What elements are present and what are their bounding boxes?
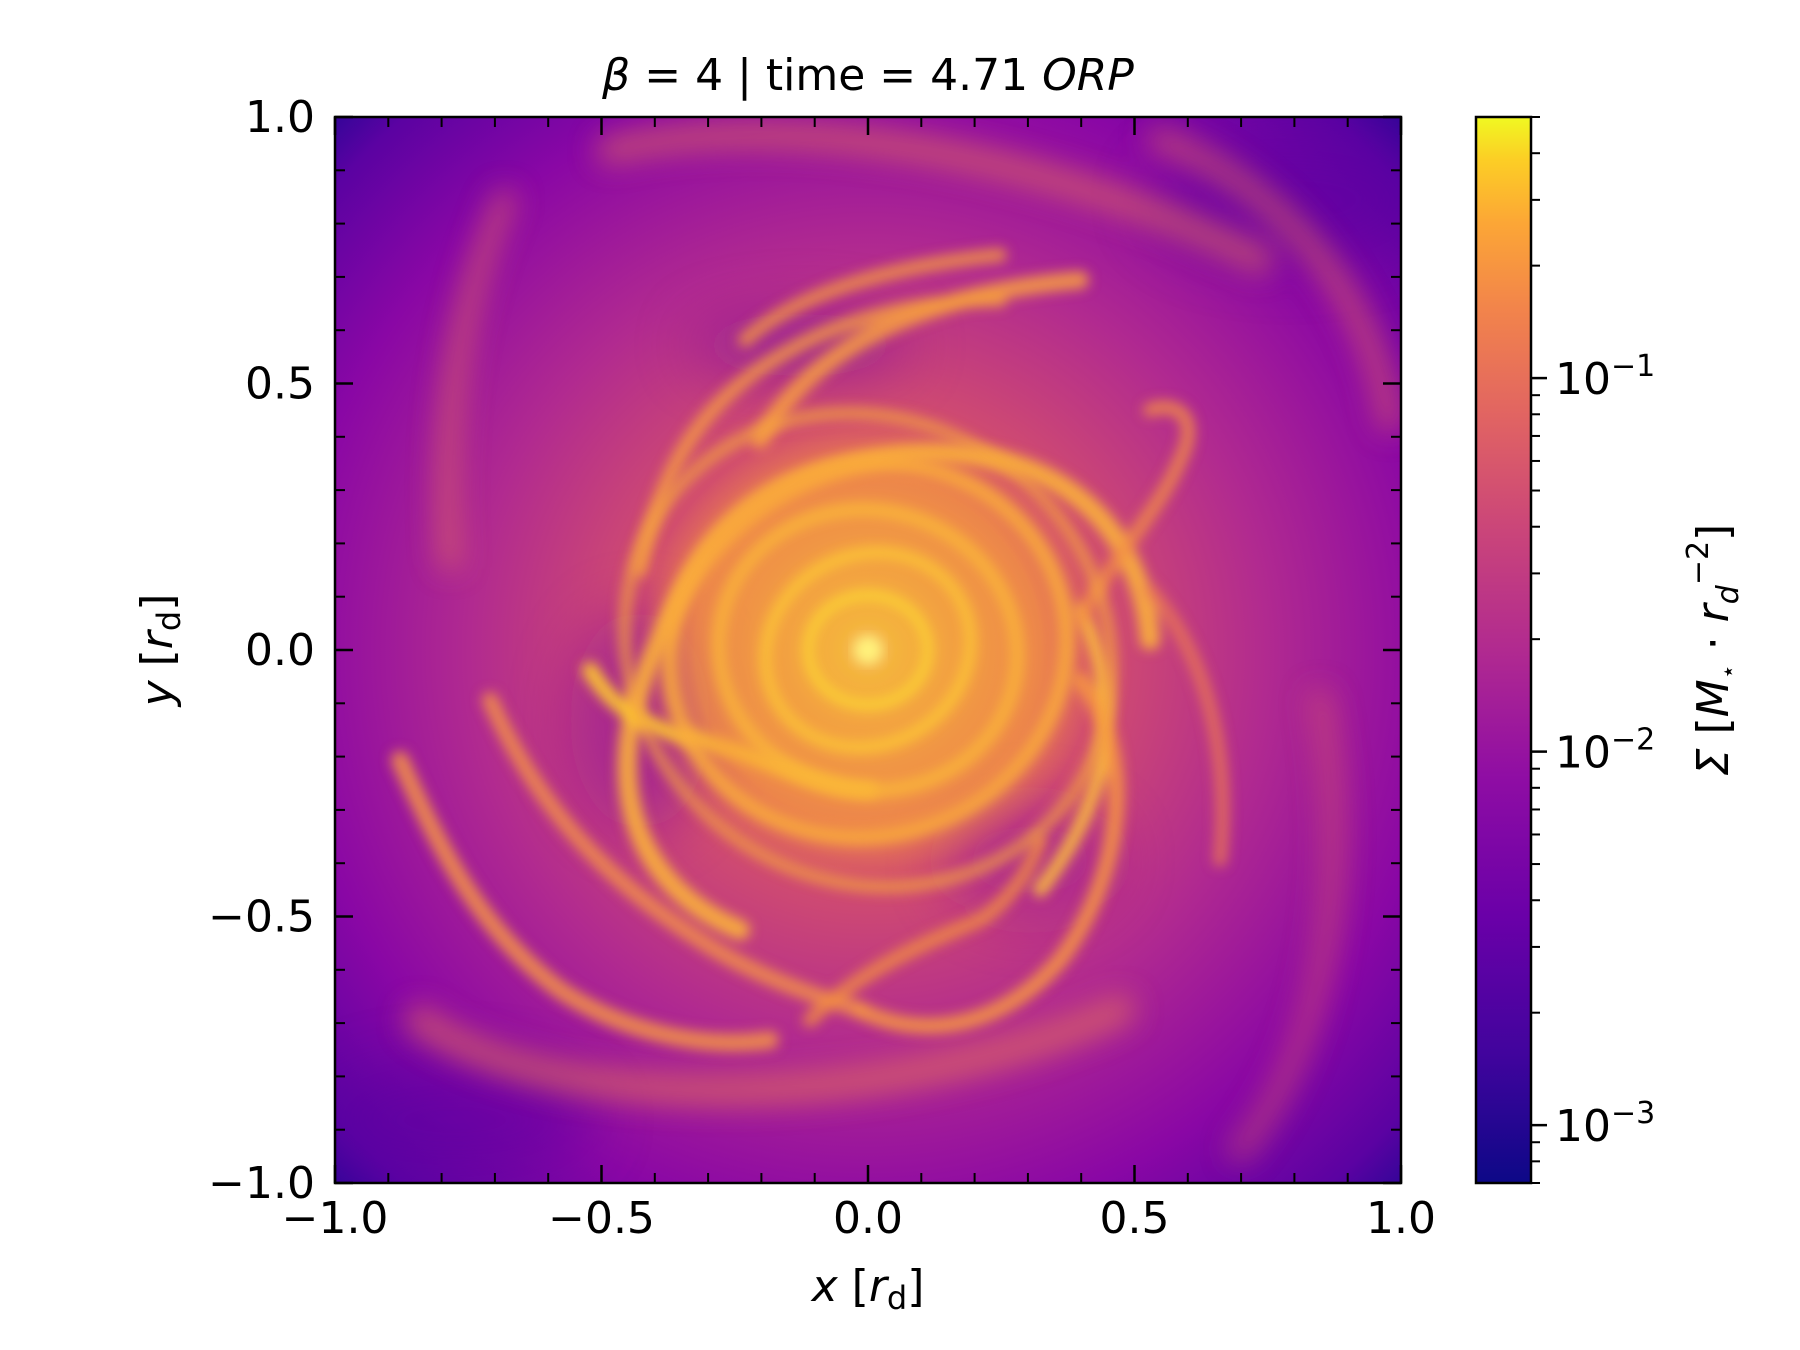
x-tick-label: 0.0 <box>833 1193 903 1244</box>
density-heatmap <box>335 117 1401 1183</box>
y-axis-label: y [rd] <box>132 594 188 709</box>
colorbar-ticks <box>1531 116 1547 1184</box>
colorbar-label-dot: · <box>1688 622 1739 664</box>
colorbar-tick-label: 10−3 <box>1555 1096 1655 1152</box>
x-tick-label: −1.0 <box>282 1193 389 1244</box>
colorbar-label-sigma: Σ <box>1688 748 1739 776</box>
x-tick-label: 1.0 <box>1366 1193 1436 1244</box>
outer-arms <box>405 120 1401 1162</box>
title-prefix: β <box>601 50 630 101</box>
chart-title: β = 4 | time = 4.71 ORP <box>601 50 1134 101</box>
y-axis-unit-sub: d <box>150 611 188 631</box>
y-tick-label: 1.0 <box>245 92 315 143</box>
y-axis-var: y <box>132 679 183 708</box>
colorbar-label-m: M <box>1688 679 1739 717</box>
colorbar <box>1476 117 1531 1183</box>
colorbar-label-r: r <box>1688 601 1739 622</box>
colorbar-tick-labels: 10−3 10−2 10−1 <box>1555 349 1655 1152</box>
y-axis-unit: r <box>132 628 183 649</box>
x-axis-var: x <box>810 1261 839 1312</box>
colorbar-label-star: ⋆ <box>1714 664 1742 679</box>
colorbar-label-sub: d <box>1711 584 1746 604</box>
colorbar-tick-label: 10−2 <box>1555 723 1655 779</box>
y-tick-label: 0.5 <box>245 359 315 410</box>
title-suffix: ORP <box>1042 50 1134 101</box>
x-tick-label: 0.5 <box>1100 1193 1170 1244</box>
x-tick-label: −0.5 <box>548 1193 655 1244</box>
x-axis-label: x [rd] <box>810 1261 925 1317</box>
y-tick-label: −0.5 <box>208 892 315 943</box>
colorbar-label: Σ [M⋆ · rd−2] <box>1681 524 1746 776</box>
y-tick-label: 0.0 <box>245 625 315 676</box>
core-peak <box>854 636 882 664</box>
axis-ticks <box>333 115 1403 1185</box>
colorbar-tick-label: 10−1 <box>1555 349 1655 405</box>
colorbar-frame <box>1474 115 1533 1185</box>
title-middle: = 4 | time = 4.71 <box>630 50 1042 101</box>
axis-tick-labels: −1.0 −0.5 0.0 0.5 1.0 −1.0 −0.5 0.0 0.5 1.0 <box>208 92 1436 1244</box>
colorbar-label-sup: −2 <box>1681 541 1716 585</box>
y-tick-label: −1.0 <box>208 1158 315 1209</box>
x-axis-unit: r <box>869 1261 890 1312</box>
x-axis-unit-sub: d <box>887 1279 907 1317</box>
